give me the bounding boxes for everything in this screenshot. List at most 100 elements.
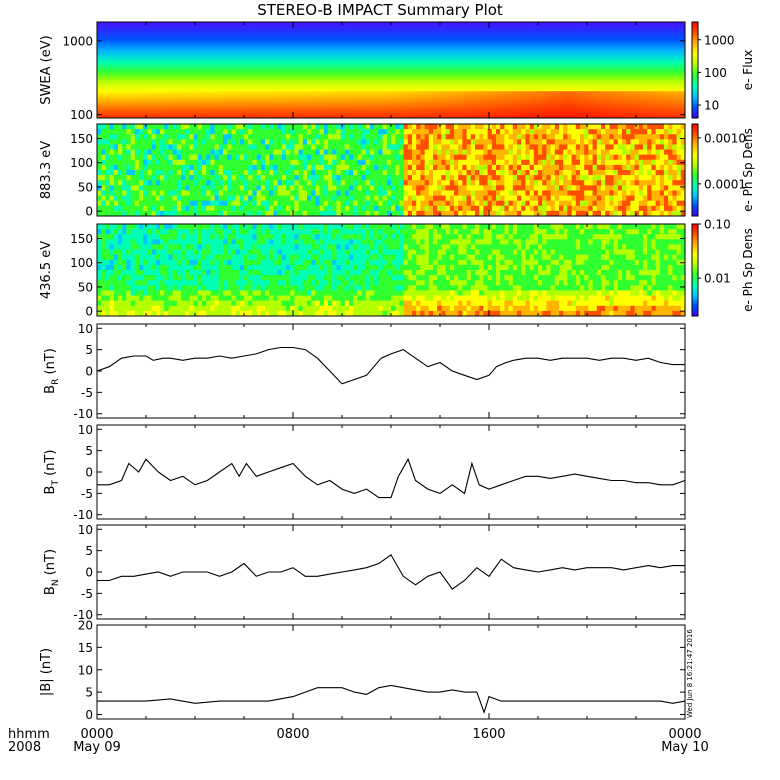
- heatmap-cell: [155, 229, 161, 235]
- heatmap-cell: [239, 224, 245, 230]
- heatmap-cell: [281, 180, 287, 186]
- heatmap-cell: [382, 234, 388, 240]
- heatmap-cell: [403, 254, 409, 261]
- heatmap-cell: [391, 310, 396, 316]
- heatmap-cell: [433, 295, 438, 302]
- heatmap-cell: [601, 180, 606, 186]
- heatmap-cell: [475, 175, 480, 181]
- heatmap-cell: [164, 164, 169, 171]
- heatmap-cell: [223, 164, 228, 171]
- heatmap-cell: [172, 180, 178, 186]
- heatmap-cell: [580, 239, 585, 246]
- heatmap-cell: [97, 134, 102, 140]
- heatmap-cell: [370, 270, 375, 276]
- heatmap-cell: [378, 149, 384, 156]
- heatmap-cell: [441, 249, 447, 256]
- heatmap-cell: [559, 154, 564, 161]
- heatmap-cell: [248, 259, 253, 266]
- heatmap-cell: [668, 210, 673, 216]
- heatmap-cell: [454, 159, 459, 166]
- heatmap-cell: [155, 159, 161, 166]
- heatmap-cell: [613, 310, 619, 316]
- heatmap-cell: [424, 129, 430, 135]
- heatmap-cell: [550, 254, 556, 261]
- heatmap-cell: [622, 244, 627, 251]
- heatmap-cell: [323, 205, 329, 212]
- heatmap-cell: [386, 264, 392, 271]
- heatmap-cell: [202, 239, 207, 246]
- heatmap-cell: [155, 205, 161, 212]
- heatmap-cell: [181, 175, 186, 181]
- heatmap-cell: [559, 164, 564, 171]
- heatmap-cell: [634, 229, 640, 235]
- heatmap-cell: [256, 249, 262, 256]
- heatmap-cell: [626, 295, 631, 302]
- heatmap-cell: [470, 190, 476, 197]
- heatmap-cell: [550, 200, 556, 207]
- heatmap-cell: [445, 175, 451, 181]
- heatmap-cell: [437, 249, 442, 256]
- heatmap-cell: [176, 305, 182, 312]
- heatmap-cell: [412, 200, 417, 207]
- heatmap-cell: [567, 170, 573, 176]
- heatmap-cell: [596, 275, 602, 281]
- heatmap-cell: [584, 164, 589, 171]
- heatmap-cell: [210, 244, 216, 251]
- heatmap-cell: [105, 124, 111, 130]
- heatmap-cell: [424, 300, 430, 307]
- heatmap-cell: [508, 244, 514, 251]
- heatmap-cell: [508, 159, 514, 166]
- heatmap-cell: [496, 270, 501, 276]
- heatmap-cell: [239, 149, 245, 156]
- heatmap-cell: [378, 175, 384, 181]
- heatmap-cell: [185, 310, 190, 316]
- heatmap-cell: [601, 144, 606, 151]
- heatmap-cell: [302, 224, 308, 230]
- heatmap-cell: [386, 254, 392, 261]
- heatmap-cell: [323, 195, 329, 202]
- heatmap-cell: [193, 139, 199, 146]
- heatmap-cell: [235, 280, 241, 286]
- heatmap-cell: [344, 154, 350, 161]
- heatmap-cell: [563, 305, 568, 312]
- heatmap-cell: [328, 264, 333, 271]
- heatmap-cell: [559, 239, 564, 246]
- heatmap-cell: [357, 139, 363, 146]
- heatmap-cell: [260, 270, 266, 276]
- heatmap-swea: [97, 22, 685, 118]
- heatmap-cell: [374, 264, 379, 271]
- heatmap-cell: [445, 195, 451, 202]
- heatmap-cell: [126, 190, 132, 197]
- heatmap-cell: [424, 134, 430, 140]
- heatmap-cell: [609, 205, 615, 212]
- heatmap-cell: [256, 310, 262, 316]
- heatmap-cell: [441, 205, 447, 212]
- heatmap-cell: [428, 280, 434, 286]
- heatmap-cell: [479, 200, 484, 207]
- heatmap-cell: [605, 234, 610, 240]
- heatmap-cell: [638, 244, 644, 251]
- heatmap-cell: [185, 170, 190, 176]
- heatmap-cell: [105, 259, 111, 266]
- heatmap-cell: [546, 224, 552, 230]
- heatmap-cell: [193, 134, 199, 140]
- heatmap-cell: [118, 280, 123, 286]
- heatmap-cell: [517, 164, 522, 171]
- heatmap-cell: [118, 154, 123, 161]
- heatmap-cell: [374, 249, 379, 256]
- heatmap-cell: [496, 280, 501, 286]
- heatmap-cell: [244, 205, 249, 212]
- heatmap-cell: [210, 300, 216, 307]
- heatmap-cell: [361, 210, 367, 216]
- heatmap-cell: [143, 154, 148, 161]
- heatmap-cell: [638, 295, 644, 302]
- heatmap-cell: [176, 129, 182, 135]
- heatmap-cell: [139, 310, 144, 316]
- heatmap-cell: [588, 300, 594, 307]
- heatmap-cell: [512, 159, 518, 166]
- heatmap-cell: [197, 210, 203, 216]
- heatmap-cell: [420, 249, 426, 256]
- heatmap-cell: [525, 234, 531, 240]
- heatmap-cell: [105, 234, 111, 240]
- heatmap-cell: [588, 305, 594, 312]
